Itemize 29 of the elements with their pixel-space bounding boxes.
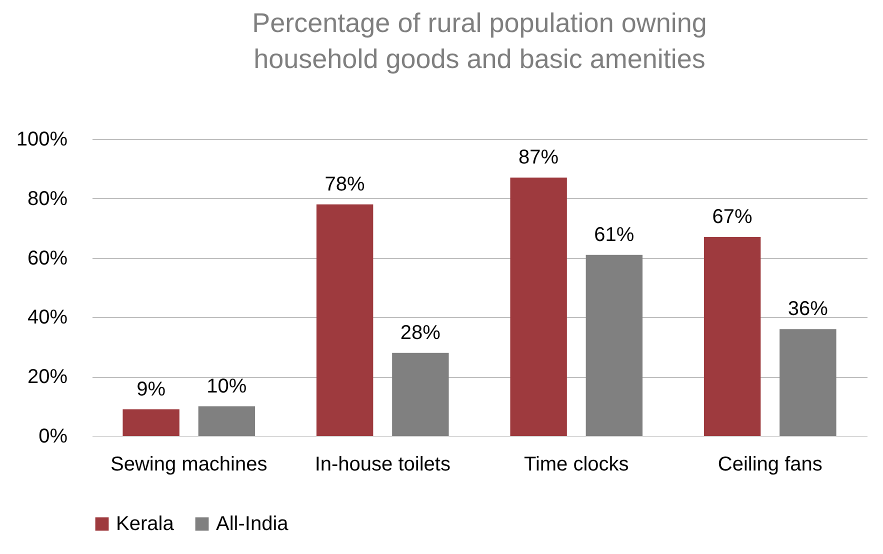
bar — [704, 237, 761, 436]
legend-label: Kerala — [116, 513, 175, 535]
bar — [510, 178, 567, 436]
y-tick-label: 40% — [27, 306, 68, 329]
data-label: 87% — [518, 146, 559, 169]
x-tick-label: In-house toilets — [314, 454, 450, 476]
legend-label: All-India — [216, 513, 290, 535]
bar — [586, 254, 643, 436]
x-tick-label: Time clocks — [524, 454, 629, 476]
bar — [316, 204, 374, 436]
y-tick-label: 60% — [27, 247, 68, 270]
data-label: 36% — [788, 298, 828, 320]
y-tick-label: 80% — [27, 188, 68, 210]
y-tick-label: 20% — [27, 366, 68, 388]
data-label: 67% — [712, 206, 753, 228]
bar — [122, 409, 180, 436]
bar — [780, 329, 836, 436]
data-label: 61% — [594, 224, 634, 246]
y-tick-label: 100% — [16, 128, 68, 150]
y-tick-label: 0% — [38, 426, 68, 448]
data-label: 9% — [136, 378, 166, 400]
data-label: 28% — [400, 322, 441, 344]
x-tick-label: Ceiling fans — [718, 454, 822, 476]
bar — [392, 352, 449, 436]
x-tick-label: Sewing machines — [110, 454, 268, 476]
bar — [198, 406, 256, 436]
data-label: 10% — [206, 375, 247, 398]
chart-title: Percentage of rural population owning household goods and basic amenities — [252, 8, 707, 74]
data-label: 78% — [324, 173, 366, 196]
